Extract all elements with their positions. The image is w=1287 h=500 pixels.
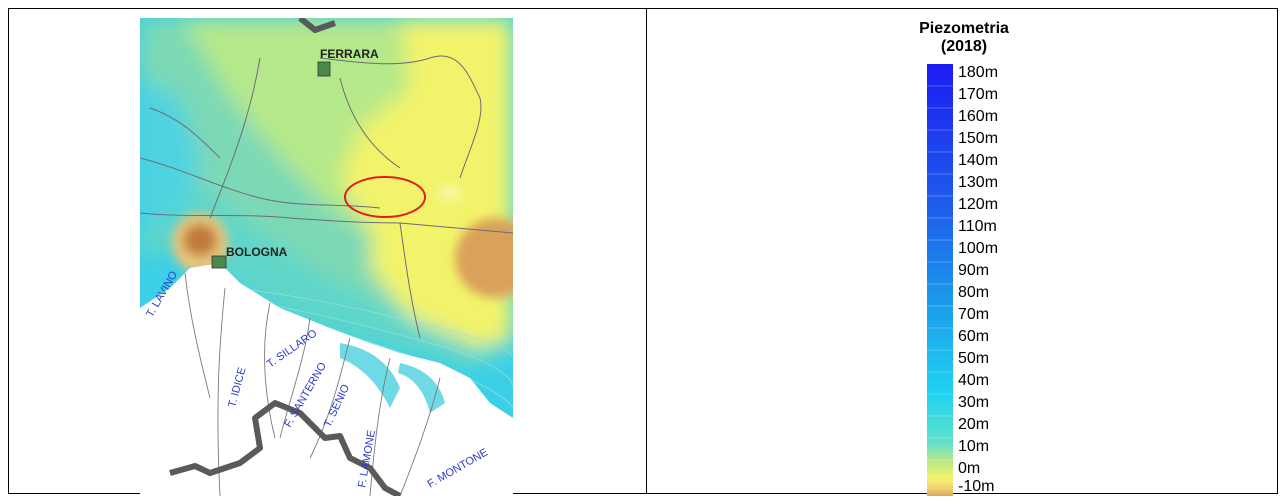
city-label-bologna: BOLOGNA (226, 245, 288, 259)
legend-label: 140m (958, 152, 999, 169)
legend-label: 30m (958, 394, 990, 411)
piezometry-map: FERRARA BOLOGNA T. LAVINO T. IDICE T. SI… (140, 18, 513, 496)
legend-title-line1: Piezometria (919, 20, 1009, 37)
legend-label: 150m (958, 130, 999, 147)
legend-label: 80m (958, 284, 990, 301)
legend-label: 170m (958, 86, 999, 103)
table-divider (646, 8, 647, 494)
depression-bologna-core (183, 224, 217, 256)
piezometry-legend: Piezometria (2018) (900, 20, 1070, 496)
legend-label: 0m (958, 460, 981, 477)
highlight-ellipse (344, 176, 426, 218)
legend-label: 40m (958, 372, 990, 389)
legend-label: 90m (958, 262, 990, 279)
legend-label: 70m (958, 306, 990, 323)
city-marker-bologna (211, 255, 227, 269)
legend-label: 160m (958, 108, 999, 125)
legend-label: 20m (958, 416, 990, 433)
depression-east (455, 218, 513, 298)
legend-title-line2: (2018) (940, 38, 988, 55)
foothill-zone (140, 263, 513, 496)
legend-color-bar (927, 64, 953, 496)
legend-label: 120m (958, 196, 999, 213)
legend-label: 60m (958, 328, 990, 345)
legend-label: 10m (958, 438, 990, 455)
regional-boundary (169, 400, 402, 496)
legend-label: 100m (958, 240, 999, 257)
legend-label: -10m (958, 478, 995, 495)
legend-label: 110m (958, 218, 997, 235)
city-marker-ferrara (317, 61, 331, 77)
map-canvas: FERRARA BOLOGNA T. LAVINO T. IDICE T. SI… (140, 18, 513, 496)
legend-label: 50m (958, 350, 990, 367)
table-frame (8, 8, 1278, 494)
legend-title: Piezometria (2018) (904, 20, 1024, 56)
legend-label: 130m (958, 174, 999, 191)
legend-label: 180m (958, 64, 999, 81)
city-label-ferrara: FERRARA (320, 47, 379, 61)
